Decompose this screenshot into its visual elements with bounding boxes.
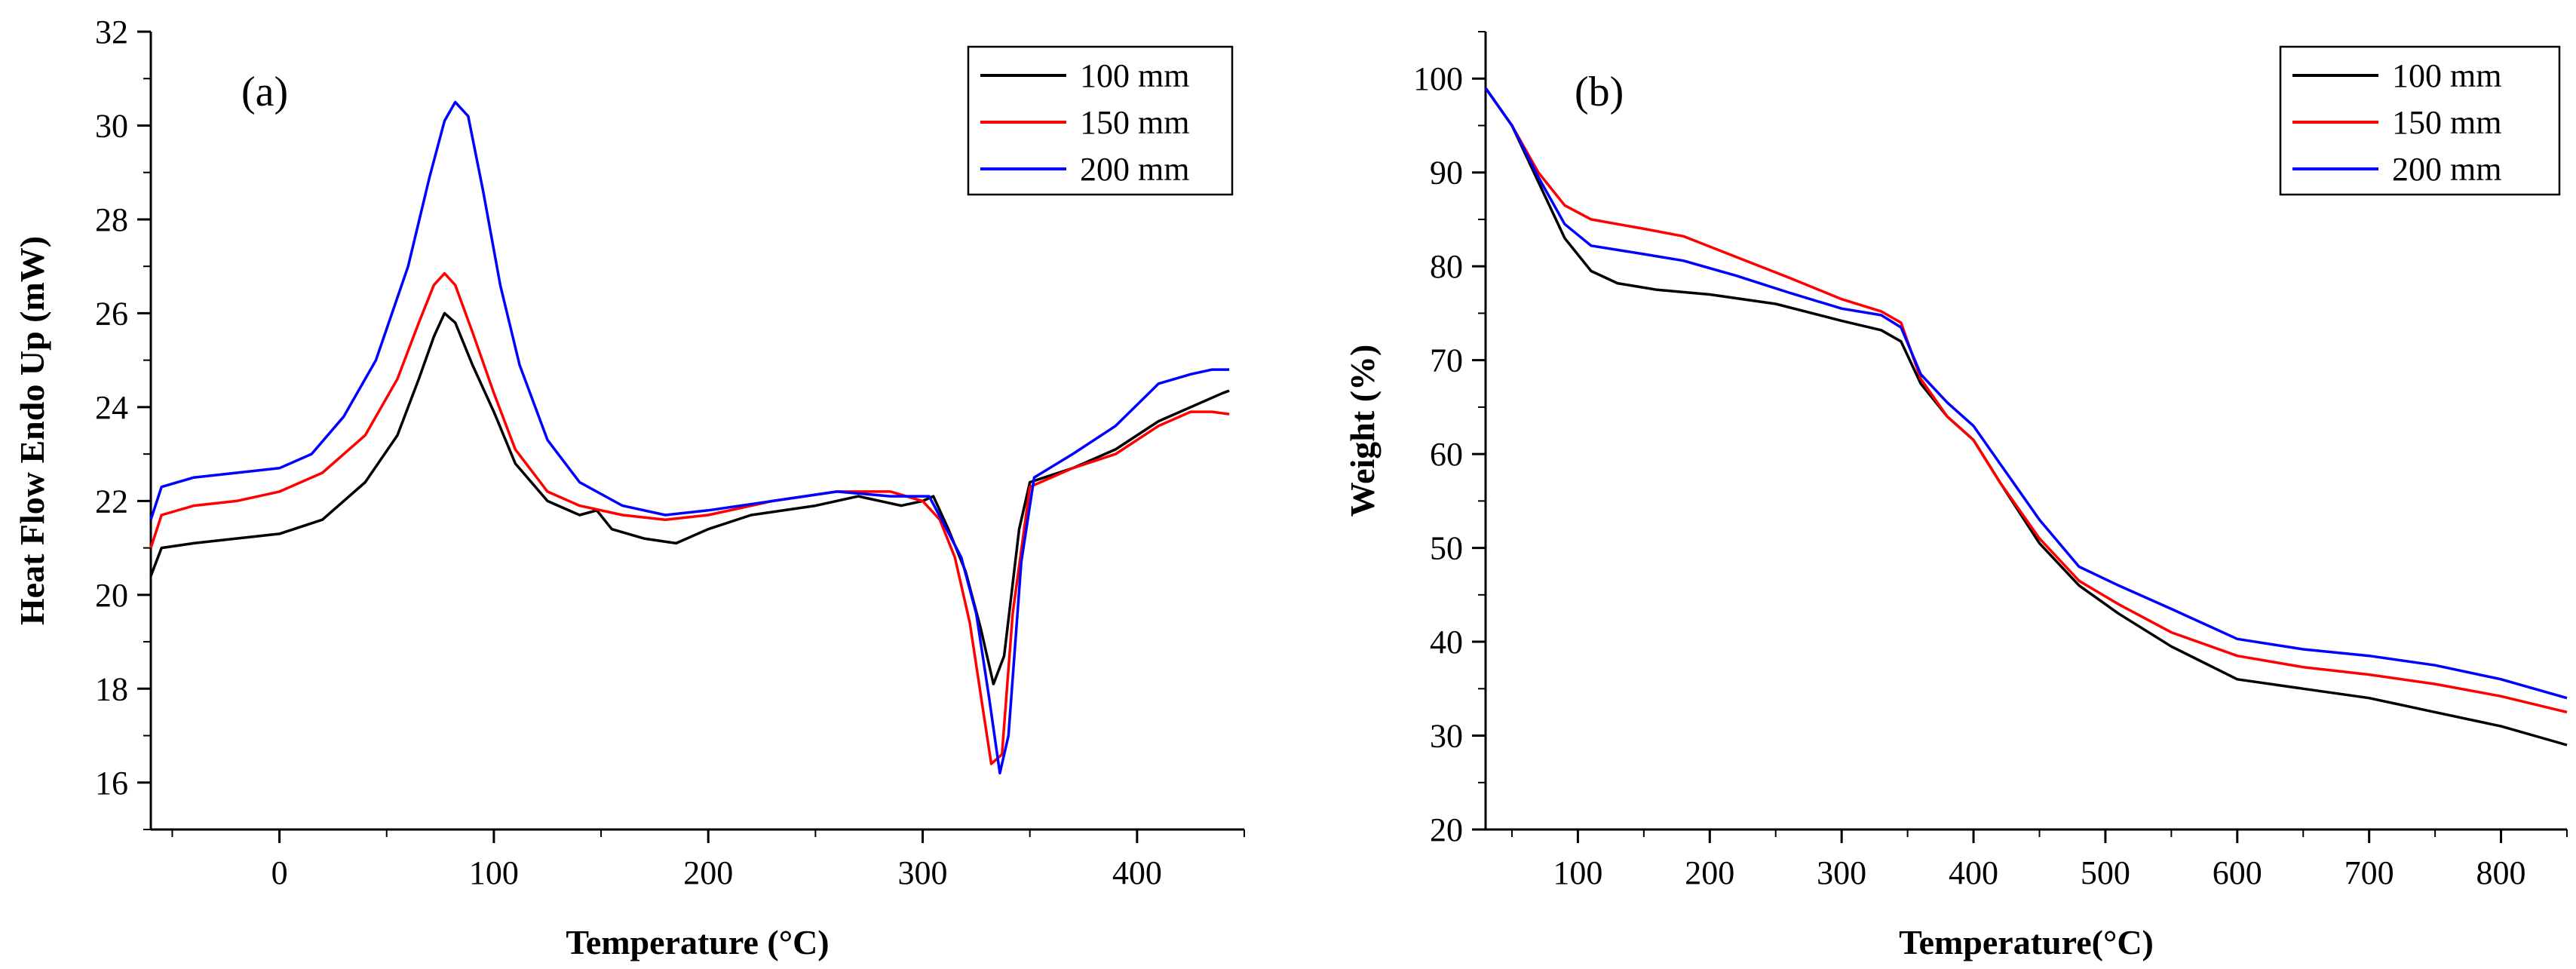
y-tick-label-b: 60 (1430, 436, 1463, 473)
legend-label-a: 100 mm (1080, 57, 1189, 94)
y-tick-label-a: 26 (95, 295, 128, 332)
legend-label-b: 100 mm (2392, 57, 2501, 94)
series-line-b-200-mm (1484, 87, 2568, 700)
x-tick-label-a: 300 (898, 854, 948, 891)
y-tick-label-b: 30 (1430, 718, 1463, 755)
y-tick-label-a: 28 (95, 201, 128, 238)
x-tick-label-a: 200 (683, 854, 733, 891)
x-tick-label-a: 100 (469, 854, 519, 891)
x-tick-label-a: 0 (271, 854, 288, 891)
y-tick-label-a: 24 (95, 389, 128, 426)
x-tick-label-a: 400 (1112, 854, 1162, 891)
y-tick-label-a: 32 (95, 14, 128, 51)
x-tick-label-b: 400 (1949, 854, 1998, 891)
x-tick-label-b: 300 (1817, 854, 1866, 891)
chart-panel-a: 0 100 200 300 400 16 18 20 22 24 26 28 30 32 (a) Temper… (13, 14, 1245, 961)
y-tick-label-b: 70 (1430, 342, 1463, 379)
y-axis-title-b: Weight (%) (1343, 345, 1382, 517)
y-tick-label-b: 40 (1430, 624, 1463, 661)
y-axis-title-a: Heat Flow Endo Up (mW) (13, 236, 51, 625)
chart-panel-b: 100 200 300 400 500 600 700 800 20 30 40 50 60 70 80 90… (1343, 31, 2568, 961)
panel-label-a: (a) (241, 69, 288, 115)
y-tick-label-a: 30 (95, 107, 128, 144)
y-tick-label-a: 20 (95, 577, 128, 614)
y-tick-label-a: 16 (95, 765, 128, 802)
y-tick-label-b: 80 (1430, 248, 1463, 285)
y-tick-label-a: 22 (95, 483, 128, 520)
x-tick-label-b: 100 (1553, 854, 1602, 891)
series-line-b-150-mm (1484, 87, 2568, 714)
legend-a: 100 mm 150 mm 200 mm (967, 45, 1234, 196)
y-tick-label-a: 18 (95, 670, 128, 707)
series-line-a-100-mm (149, 311, 1230, 685)
legend-label-a: 200 mm (1080, 151, 1189, 188)
legend-b: 100 mm 150 mm 200 mm (2279, 45, 2561, 196)
x-axis-title-a: Temperature (°C) (566, 923, 829, 961)
legend-label-b: 200 mm (2392, 151, 2501, 188)
series-line-a-200-mm (149, 100, 1230, 775)
y-tick-label-b: 90 (1430, 155, 1463, 192)
x-tick-label-b: 600 (2213, 854, 2262, 891)
series-line-a-150-mm (149, 271, 1230, 765)
x-tick-label-b: 200 (1685, 854, 1734, 891)
series-line-b-100-mm (1484, 87, 2568, 747)
panel-label-b: (b) (1575, 69, 1624, 115)
legend-label-b: 150 mm (2392, 104, 2501, 141)
y-tick-label-b: 50 (1430, 530, 1463, 567)
x-tick-label-b: 700 (2344, 854, 2394, 891)
legend-label-a: 150 mm (1080, 104, 1189, 141)
x-axis-title-b: Temperature(°C) (1899, 923, 2154, 961)
x-tick-label-b: 800 (2476, 854, 2526, 891)
y-tick-label-b: 100 (1413, 60, 1463, 97)
x-tick-label-b: 500 (2081, 854, 2130, 891)
y-tick-label-b: 20 (1430, 811, 1463, 848)
